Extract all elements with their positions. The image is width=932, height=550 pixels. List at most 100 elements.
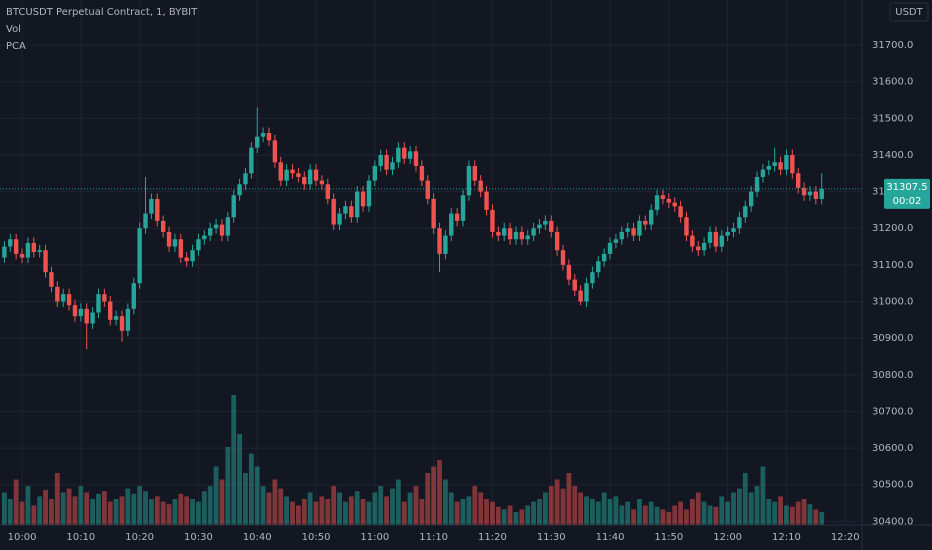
volume-bar	[701, 501, 707, 525]
volume-bar	[607, 499, 613, 525]
candle-body	[431, 198, 436, 229]
candle-body	[19, 253, 25, 258]
volume-bar	[772, 501, 778, 525]
volume-bar	[66, 488, 72, 525]
candle-body	[566, 264, 572, 280]
volume-bar	[613, 496, 619, 525]
volume-bar	[178, 493, 184, 525]
candle-body	[355, 191, 360, 218]
volume-bar	[431, 466, 437, 525]
volume-bar	[266, 492, 272, 525]
y-tick-label: 31200.0	[872, 223, 913, 234]
candle-body	[372, 165, 378, 181]
volume-bar	[748, 492, 754, 525]
volume-bar	[519, 509, 525, 525]
volume-bar	[301, 499, 307, 525]
candle-body	[507, 228, 513, 240]
volume-bar	[478, 492, 484, 525]
volume-bar	[660, 509, 666, 525]
candle-body	[778, 162, 783, 170]
candle-body	[302, 176, 307, 185]
candle-body	[660, 195, 666, 199]
candle-body	[349, 206, 354, 218]
volume-bar	[225, 447, 231, 525]
volume-bar	[819, 512, 825, 525]
volume-bar	[419, 499, 425, 525]
volume-bar	[143, 491, 148, 525]
volume-bar	[290, 501, 295, 525]
volume-bar	[807, 504, 813, 525]
x-tick-label: 10:50	[302, 532, 331, 543]
volume-bar	[72, 496, 78, 525]
volume-bar	[307, 492, 313, 525]
candle-body	[637, 220, 642, 236]
candle-body	[537, 224, 542, 229]
candle-body	[543, 220, 548, 225]
currency-box[interactable]	[889, 2, 929, 22]
candle-body	[601, 253, 607, 262]
candle-body	[737, 217, 742, 229]
candle-body	[61, 294, 66, 302]
x-tick-label: 11:10	[419, 532, 448, 543]
y-tick-label: 31700.0	[872, 40, 913, 51]
candle-body	[137, 228, 142, 284]
last-price-box	[884, 178, 930, 209]
volume-bar	[154, 496, 160, 525]
last-price-label: 31307.5	[886, 182, 927, 193]
candle-body	[149, 198, 154, 214]
candle-body	[249, 147, 254, 174]
volume-bar	[572, 486, 578, 525]
candle-body	[748, 191, 754, 207]
volume-bar	[501, 509, 507, 525]
volume-bar	[601, 492, 607, 525]
candle-body	[155, 198, 160, 221]
candle-body	[237, 184, 242, 196]
candle-body	[449, 213, 454, 236]
candle-body	[255, 136, 260, 148]
volume-bar	[2, 492, 7, 525]
candle-body	[102, 294, 107, 302]
volume-bar	[260, 486, 266, 525]
y-tick-label: 30400.0	[872, 516, 913, 527]
candle-body	[219, 224, 225, 236]
y-tick-label: 31100.0	[872, 260, 913, 271]
currency-label[interactable]: USDT	[895, 7, 923, 18]
volume-bar	[125, 488, 131, 525]
candle-body	[813, 191, 819, 199]
x-tick-label: 12:10	[772, 532, 801, 543]
candle-body	[572, 279, 577, 291]
x-tick-label: 10:30	[184, 532, 213, 543]
volume-bar	[254, 466, 260, 525]
volume-bar	[107, 501, 113, 525]
volume-bar	[407, 492, 413, 525]
candle-body	[360, 191, 366, 207]
candle-body	[701, 242, 707, 251]
volume-bar	[584, 496, 589, 525]
candle-body	[396, 147, 401, 163]
candle-body	[425, 180, 430, 199]
volume-bar	[213, 466, 219, 525]
volume-bar	[443, 479, 448, 525]
volume-bar	[742, 473, 748, 525]
volume-bar	[201, 491, 207, 525]
chart-title: BTCUSDT Perpetual Contract, 1, BYBIT	[6, 7, 198, 18]
candle-body	[113, 316, 119, 320]
volume-bar	[184, 496, 190, 525]
x-tick-label: 10:10	[66, 532, 95, 543]
volume-bar	[754, 486, 760, 525]
candle-body	[596, 261, 601, 273]
candle-body	[196, 239, 201, 251]
y-tick-label: 31600.0	[872, 77, 913, 88]
volume-bar	[237, 434, 242, 525]
candle-body	[290, 169, 295, 174]
x-tick-label: 10:20	[125, 532, 154, 543]
volume-bar	[84, 492, 90, 525]
candle-body	[496, 231, 501, 236]
volume-bar	[619, 505, 625, 525]
volume-bar	[537, 499, 542, 525]
volume-bar	[542, 492, 548, 525]
volume-bar	[31, 505, 37, 525]
volume-bar	[760, 466, 766, 525]
candle-body	[590, 272, 595, 284]
